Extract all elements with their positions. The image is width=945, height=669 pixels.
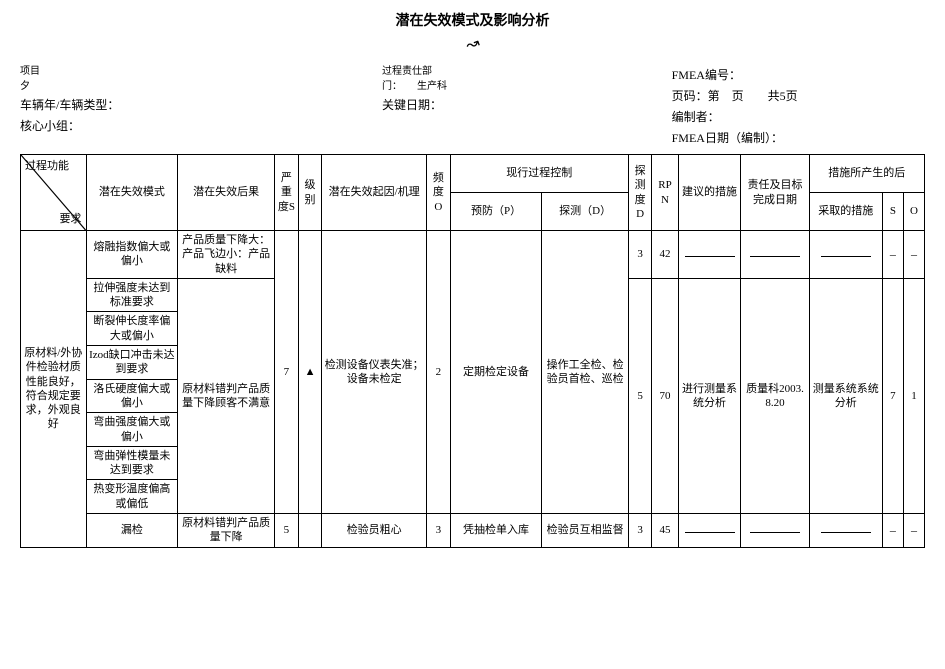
cell-occ-leak: 3 (427, 514, 451, 548)
cell-sev-leak: 5 (275, 514, 299, 548)
col-action-taken: 采取的措施 (809, 193, 882, 231)
page-no-label: 页码：第 页 共5页 (672, 87, 925, 104)
arrow-glyph: ↝ (463, 32, 482, 55)
cell-resp-leak (741, 514, 809, 548)
cell-class-leak (298, 514, 322, 548)
cell-mode-1: 熔融指数偏大或偏小 (86, 231, 178, 279)
cell-cause-g1: 检测设备仪表失准；设备未检定 (322, 231, 427, 514)
cell-effect-merged: 原材料错判产品质量下降顾客不满意 (178, 278, 275, 513)
cell-mode-4: Izod缺口冲击未达到要求 (86, 346, 178, 380)
cell-act-2: 测量系统系统分析 (809, 278, 882, 513)
col-result-header: 措施所产生的后 (809, 155, 924, 193)
project-label: 项目 (20, 66, 364, 77)
cell-o2-leak: – (903, 514, 924, 548)
table-row: 漏检 原材料错判产品质量下降 5 检验员粗心 3 凭抽检单入库 检验员互相监督 … (21, 514, 925, 548)
cell-effect-leak: 原材料错判产品质量下降 (178, 514, 275, 548)
project-sub: 夕 (20, 81, 364, 92)
cell-effect-1: 产品质量下降大：产品飞边小：产品缺料 (178, 231, 275, 279)
col-occurrence: 频度O (427, 155, 451, 231)
cell-sev-g1: 7 (275, 231, 299, 514)
cell-rpn-leak: 45 (652, 514, 678, 548)
cell-occ-g1: 2 (427, 231, 451, 514)
cell-rpn-2: 70 (652, 278, 678, 513)
dept-label2: 门： (382, 81, 402, 92)
cell-mode-2: 拉伸强度未达到标准要求 (86, 278, 178, 312)
col-control-header: 现行过程控制 (450, 155, 628, 193)
col-failure-mode: 潜在失效模式 (86, 155, 178, 231)
col-detect-val: 探测度D (628, 155, 652, 231)
cell-detv-2: 5 (628, 278, 652, 513)
arrow-mark-area: ↝ (20, 34, 925, 58)
col-prevention: 预防（P） (450, 193, 542, 231)
col-o2: O (903, 193, 924, 231)
cell-det-leak: 检验员互相监督 (542, 514, 628, 548)
col-s2: S (882, 193, 903, 231)
cell-resp-1 (741, 231, 809, 279)
cell-prev-g1: 定期检定设备 (450, 231, 542, 514)
col-severity: 严重度S (275, 155, 299, 231)
cell-det-g1: 操作工全检、检验员首检、巡检 (542, 231, 628, 514)
team-label: 核心小组： (20, 117, 364, 134)
cell-rpn-1: 42 (652, 231, 678, 279)
col-responsibility: 责任及目标完成日期 (741, 155, 809, 231)
dept-label2-row: 门： 生产科 (382, 81, 654, 92)
header-info: 项目 夕 车辆年/车辆类型： 核心小组： 过程责仕部 门： 生产科 关键日期： … (20, 66, 925, 150)
cell-detv-1: 3 (628, 231, 652, 279)
dept-label1-text: 过程责仕部 (382, 66, 432, 77)
cell-o2-1: – (903, 231, 924, 279)
header-left: 项目 夕 车辆年/车辆类型： 核心小组： (20, 66, 364, 150)
cell-o2-2: 1 (903, 278, 924, 513)
cell-rec-2: 进行测量系统分析 (678, 278, 741, 513)
cell-rec-1 (678, 231, 741, 279)
cell-detv-leak: 3 (628, 514, 652, 548)
col-process-function: 过程功能 要求 (21, 155, 87, 231)
header-row-1: 过程功能 要求 潜在失效模式 潜在失效后果 严重度S 级别 潜在失效起因/机理 … (21, 155, 925, 193)
cell-process-req: 原材料/外协件检验材质性能良好，符合规定要求，外观良好 (21, 231, 87, 548)
cell-act-1 (809, 231, 882, 279)
cell-mode-6: 弯曲强度偏大或偏小 (86, 413, 178, 447)
cell-mode-8: 热变形温度偏高或偏低 (86, 480, 178, 514)
cell-mode-leak: 漏检 (86, 514, 178, 548)
col-failure-effect: 潜在失效后果 (178, 155, 275, 231)
cell-s2-leak: – (882, 514, 903, 548)
process-top-label: 过程功能 (25, 159, 69, 173)
cell-prev-leak: 凭抽检单入库 (450, 514, 542, 548)
author-label: 编制者： (672, 108, 925, 125)
cell-class-g1: ▲ (298, 231, 322, 514)
header-right: FMEA编号： 页码：第 页 共5页 编制者： FMEA日期（编制）： (672, 66, 925, 150)
table-row: 原材料/外协件检验材质性能良好，符合规定要求，外观良好 熔融指数偏大或偏小 产品… (21, 231, 925, 279)
cell-mode-5: 洛氏硬度偏大或偏小 (86, 379, 178, 413)
cell-act-leak (809, 514, 882, 548)
fmea-date-label: FMEA日期（编制）： (672, 129, 925, 146)
cell-cause-leak: 检验员粗心 (322, 514, 427, 548)
fmea-no-label: FMEA编号： (672, 66, 925, 83)
dept-value: 生产科 (417, 81, 447, 92)
key-date-label: 关键日期： (382, 96, 654, 113)
dept-label1: 过程责仕部 (382, 66, 654, 77)
col-rec-action: 建议的措施 (678, 155, 741, 231)
cell-s2-2: 7 (882, 278, 903, 513)
col-detection: 探测（D） (542, 193, 628, 231)
vehicle-label: 车辆年/车辆类型： (20, 96, 364, 113)
col-class: 级别 (298, 155, 322, 231)
cell-rec-leak (678, 514, 741, 548)
cell-mode-3: 断裂伸长度率偏大或偏小 (86, 312, 178, 346)
fmea-table: 过程功能 要求 潜在失效模式 潜在失效后果 严重度S 级别 潜在失效起因/机理 … (20, 154, 925, 548)
page-title: 潜在失效模式及影响分析 (20, 10, 925, 30)
header-mid: 过程责仕部 门： 生产科 关键日期： (382, 66, 654, 150)
col-rpn: RPN (652, 155, 678, 231)
cell-s2-1: – (882, 231, 903, 279)
col-cause: 潜在失效起因/机理 (322, 155, 427, 231)
cell-resp-2: 质量科2003.8.20 (741, 278, 809, 513)
process-bottom-label: 要求 (60, 212, 82, 226)
cell-mode-7: 弯曲弹性模量未达到要求 (86, 446, 178, 480)
